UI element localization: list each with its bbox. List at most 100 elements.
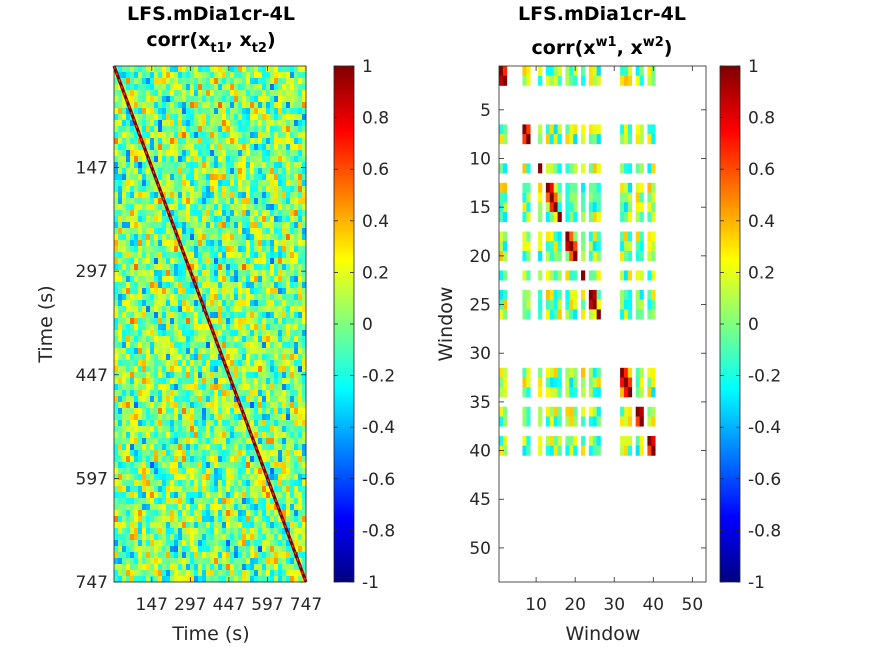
left-heatmap-cell xyxy=(214,558,219,565)
left-heatmap-cell xyxy=(122,306,127,313)
left-heatmap-cell xyxy=(238,162,243,169)
left-heatmap-cell xyxy=(150,126,155,133)
left-heatmap-cell xyxy=(146,576,151,583)
left-heatmap-cell xyxy=(170,378,175,385)
left-heatmap-cell xyxy=(210,480,215,487)
left-heatmap-cell xyxy=(122,576,127,583)
right-heatmap-cell xyxy=(620,406,625,417)
left-heatmap-cell xyxy=(142,312,147,319)
left-heatmap-cell xyxy=(122,150,127,157)
left-heatmap-cell xyxy=(158,276,163,283)
left-heatmap-cell xyxy=(222,504,227,511)
left-heatmap-cell xyxy=(238,504,243,511)
left-heatmap-cell xyxy=(118,396,123,403)
left-heatmap-cell xyxy=(302,426,307,433)
left-heatmap-cell xyxy=(290,420,295,427)
left-heatmap-cell xyxy=(202,324,207,331)
left-heatmap-cell xyxy=(174,534,179,541)
left-heatmap-cell xyxy=(126,552,131,559)
left-heatmap-cell xyxy=(258,192,263,199)
left-heatmap-cell xyxy=(262,342,267,349)
left-heatmap-cell xyxy=(154,264,159,271)
left-heatmap-cell xyxy=(134,96,139,103)
left-heatmap-cell xyxy=(238,420,243,427)
right-heatmap-cell xyxy=(620,367,625,378)
left-heatmap-cell xyxy=(178,504,183,511)
left-heatmap-cell xyxy=(210,246,215,253)
left-heatmap-cell xyxy=(226,234,231,241)
left-heatmap-cell xyxy=(302,540,307,547)
right-heatmap-cell xyxy=(623,124,629,135)
left-heatmap-cell xyxy=(174,186,179,193)
left-heatmap-cell xyxy=(222,174,227,181)
left-heatmap-cell xyxy=(214,420,219,427)
left-heatmap-cell xyxy=(266,360,271,367)
left-heatmap-cell xyxy=(158,216,163,223)
left-heatmap-cell xyxy=(246,360,251,367)
left-heatmap-cell xyxy=(202,516,207,523)
left-heatmap-cell xyxy=(246,444,251,451)
left-heatmap-cell xyxy=(154,318,159,325)
left-heatmap-cell xyxy=(282,456,287,463)
left-heatmap-cell xyxy=(182,282,187,289)
right-heatmap-cell xyxy=(592,212,597,223)
left-heatmap-cell xyxy=(298,78,303,85)
left-heatmap-cell xyxy=(210,204,215,211)
left-heatmap-cell xyxy=(266,192,271,199)
right-heatmap-cell xyxy=(647,416,652,427)
left-heatmap-cell xyxy=(122,300,127,307)
left-heatmap-cell xyxy=(166,192,171,199)
left-heatmap-cell xyxy=(294,258,299,265)
right-heatmap-cell xyxy=(647,202,652,213)
left-heatmap-cell xyxy=(302,396,307,403)
left-heatmap-cell xyxy=(262,348,267,355)
left-heatmap-cell xyxy=(178,132,183,139)
left-heatmap-cell xyxy=(286,408,291,415)
left-heatmap-cell xyxy=(298,330,303,337)
left-heatmap-cell xyxy=(274,492,279,499)
left-heatmap-cell xyxy=(286,420,291,427)
left-heatmap-cell xyxy=(270,180,275,187)
left-heatmap-cell xyxy=(262,270,267,277)
left-heatmap-cell xyxy=(130,528,135,535)
left-heatmap-cell xyxy=(294,150,299,157)
left-heatmap-cell xyxy=(118,282,123,289)
left-heatmap-cell xyxy=(258,258,263,265)
left-heatmap-cell xyxy=(142,540,147,547)
left-heatmap-cell xyxy=(122,312,127,319)
left-heatmap-cell xyxy=(194,486,199,493)
left-heatmap-cell xyxy=(210,522,215,529)
left-heatmap-cell xyxy=(258,108,263,115)
left-heatmap-cell xyxy=(302,210,307,217)
left-heatmap-cell xyxy=(294,252,299,259)
left-heatmap-cell xyxy=(206,390,211,397)
left-heatmap-cell xyxy=(186,84,191,91)
left-heatmap-cell xyxy=(130,84,135,91)
left-heatmap xyxy=(112,65,308,583)
left-heatmap-cell xyxy=(146,240,151,247)
left-heatmap-cell xyxy=(158,372,163,379)
left-heatmap-cell xyxy=(122,342,127,349)
left-heatmap-cell xyxy=(298,168,303,175)
left-heatmap-cell xyxy=(114,222,119,229)
left-heatmap-cell xyxy=(202,192,207,199)
left-heatmap-cell xyxy=(238,78,243,85)
left-heatmap-cell xyxy=(226,546,231,553)
left-heatmap-cell xyxy=(138,186,143,193)
right-heatmap-cell xyxy=(651,192,656,203)
left-heatmap-cell xyxy=(226,240,231,247)
left-heatmap-cell xyxy=(206,246,211,253)
left-heatmap-cell xyxy=(154,126,159,133)
left-heatmap-cell xyxy=(230,270,235,277)
left-heatmap-cell xyxy=(250,540,255,547)
left-heatmap-cell xyxy=(218,234,223,241)
left-heatmap-cell xyxy=(242,138,247,145)
left-heatmap-cell xyxy=(270,270,275,277)
left-heatmap-cell xyxy=(182,504,187,511)
left-heatmap-cell xyxy=(286,402,291,409)
left-heatmap-cell xyxy=(182,102,187,109)
left-heatmap-cell xyxy=(170,162,175,169)
left-heatmap-cell xyxy=(130,426,135,433)
left-heatmap-cell xyxy=(290,192,295,199)
left-heatmap-cell xyxy=(186,342,191,349)
